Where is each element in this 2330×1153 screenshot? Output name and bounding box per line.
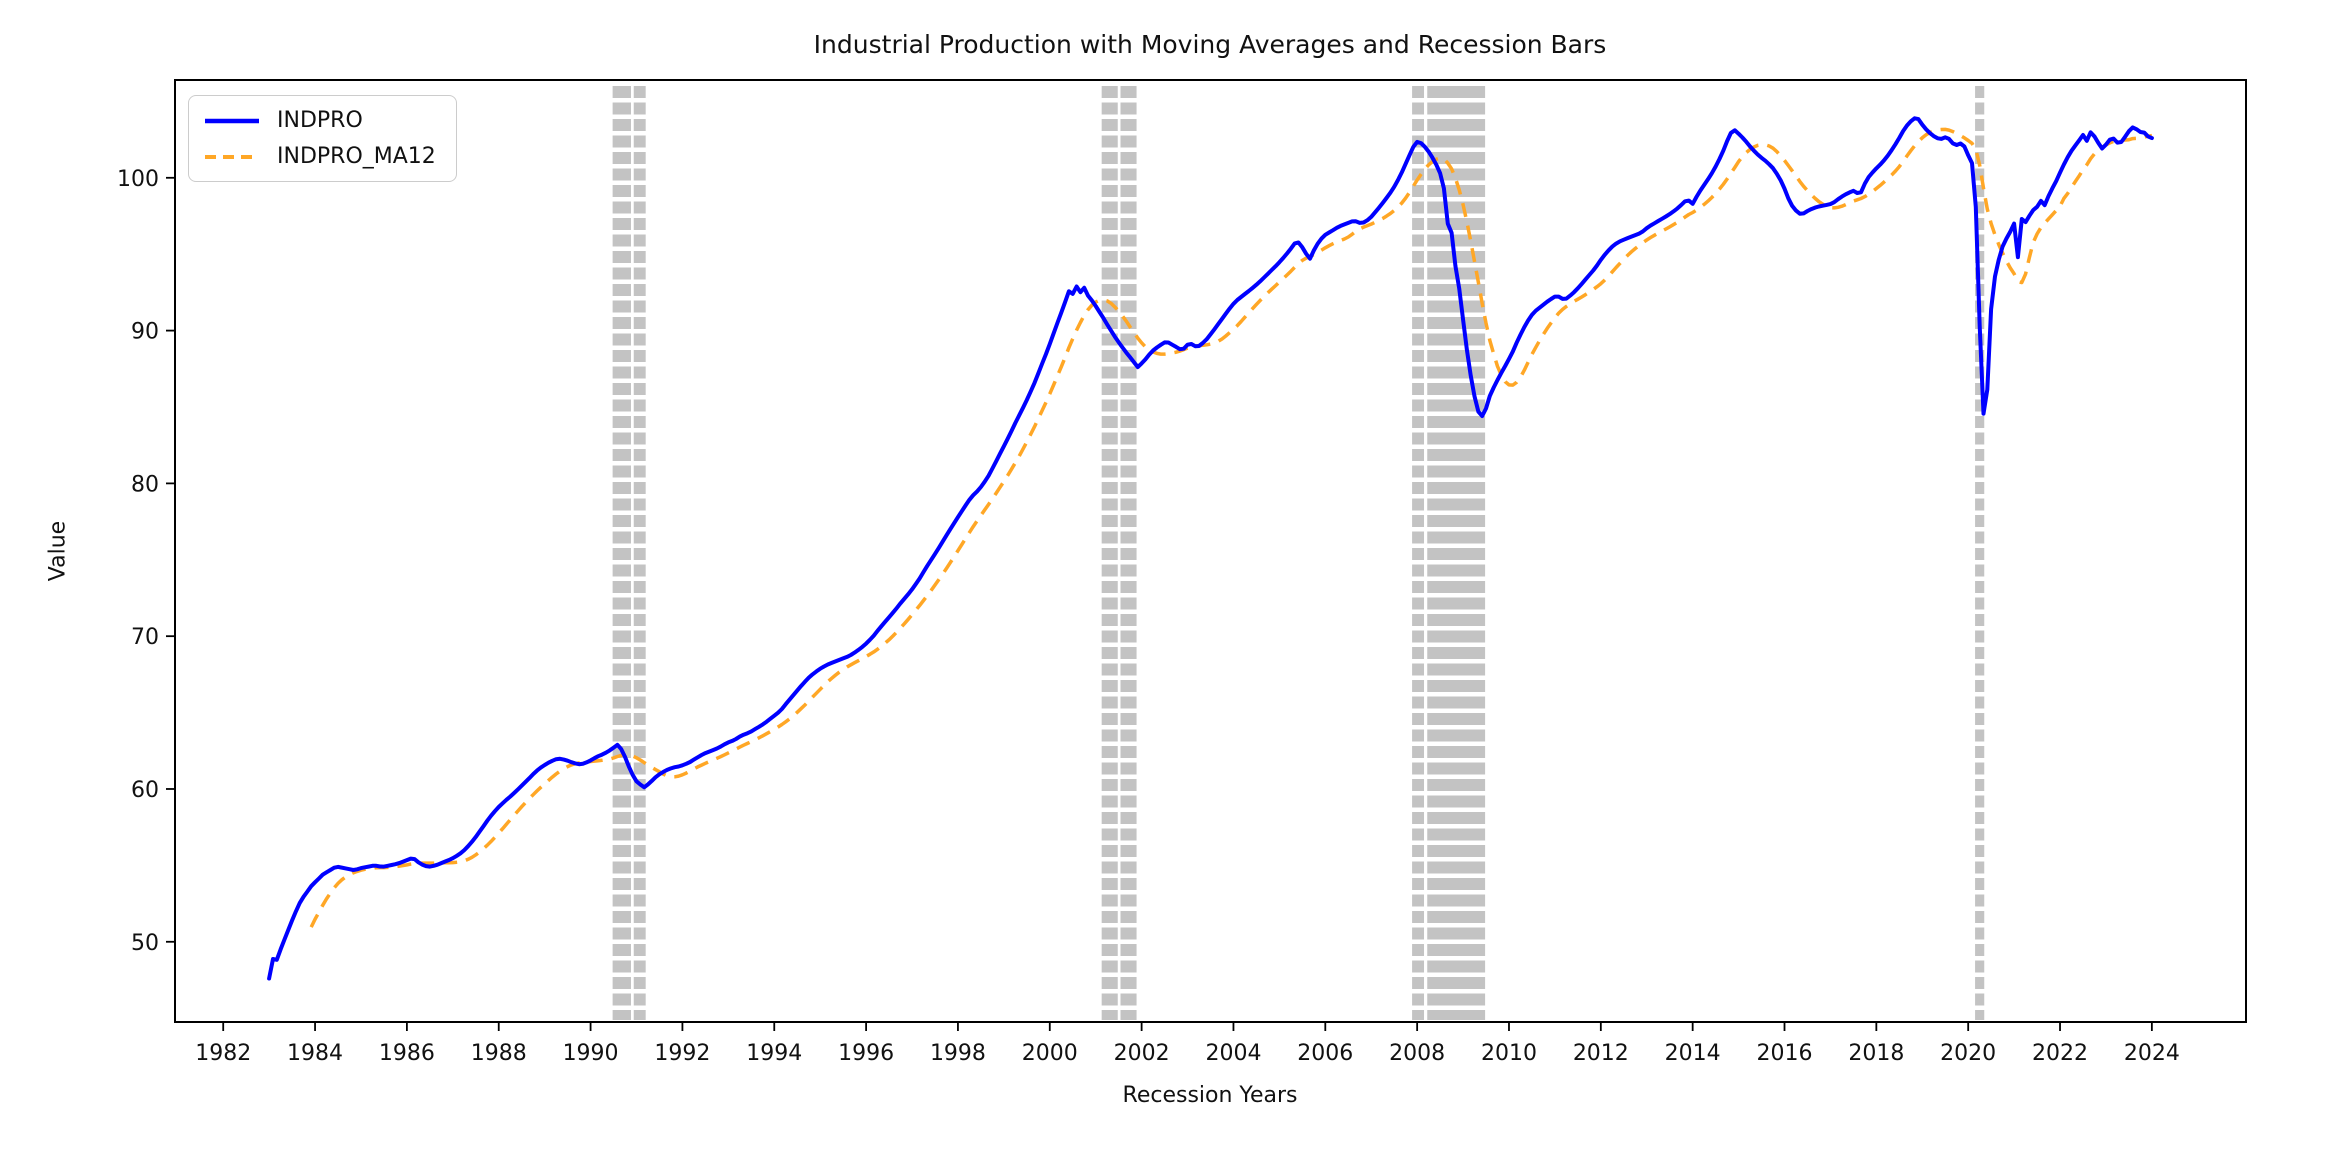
y-tick-label: 100 — [117, 167, 159, 192]
x-tick-label: 1996 — [838, 1041, 894, 1066]
recession-bands — [612, 82, 1985, 1020]
legend-item-indpro-ma12: INDPRO_MA12 — [203, 143, 436, 170]
x-axis-label: Recession Years — [1122, 1083, 1298, 1108]
chart-title: Industrial Production with Moving Averag… — [813, 30, 1607, 59]
legend-line-sample-solid — [205, 118, 259, 123]
y-axis-ticks: 50 60 70 80 90 100 — [117, 167, 175, 956]
x-tick-label: 1986 — [379, 1041, 435, 1066]
y-tick-label: 90 — [131, 320, 159, 345]
x-tick-label: 1992 — [654, 1041, 710, 1066]
y-tick-label: 70 — [131, 625, 159, 650]
x-tick-label: 2008 — [1389, 1041, 1445, 1066]
legend-line-sample-dashed — [205, 154, 259, 159]
x-tick-label: 2000 — [1022, 1041, 1078, 1066]
x-tick-label: 1982 — [195, 1041, 251, 1066]
y-axis-label: Value — [45, 520, 71, 582]
x-tick-label: 1984 — [287, 1041, 343, 1066]
x-tick-label: 1988 — [471, 1041, 527, 1066]
x-tick-label: 2006 — [1297, 1041, 1353, 1066]
x-tick-label: 2004 — [1205, 1041, 1261, 1066]
x-tick-label: 2002 — [1114, 1041, 1170, 1066]
y-tick-label: 60 — [131, 778, 159, 803]
indpro-line — [267, 116, 2154, 981]
x-tick-label: 1990 — [563, 1041, 619, 1066]
legend-label: INDPRO — [277, 108, 363, 133]
x-tick-label: 1994 — [746, 1041, 802, 1066]
x-tick-label: 2022 — [2032, 1041, 2088, 1066]
legend-label: INDPRO_MA12 — [277, 144, 436, 169]
x-tick-label: 2016 — [1757, 1041, 1813, 1066]
x-tick-label: 2010 — [1481, 1041, 1537, 1066]
legend-item-indpro: INDPRO — [203, 107, 436, 134]
x-tick-label: 2024 — [2124, 1041, 2180, 1066]
x-tick-label: 1998 — [930, 1041, 986, 1066]
ma12-line — [309, 127, 2153, 928]
axes-spines — [174, 79, 2247, 1023]
x-axis-ticks: 1982 1984 1986 1988 1990 1992 1994 1996 1998 2000… — [195, 1022, 2180, 1066]
y-tick-label: 50 — [131, 931, 159, 956]
x-tick-label: 2012 — [1573, 1041, 1629, 1066]
y-tick-label: 80 — [131, 472, 159, 497]
legend: INDPRO INDPRO_MA12 — [188, 95, 457, 182]
x-tick-label: 2020 — [1940, 1041, 1996, 1066]
x-tick-label: 2014 — [1665, 1041, 1721, 1066]
x-tick-label: 2018 — [1848, 1041, 1904, 1066]
